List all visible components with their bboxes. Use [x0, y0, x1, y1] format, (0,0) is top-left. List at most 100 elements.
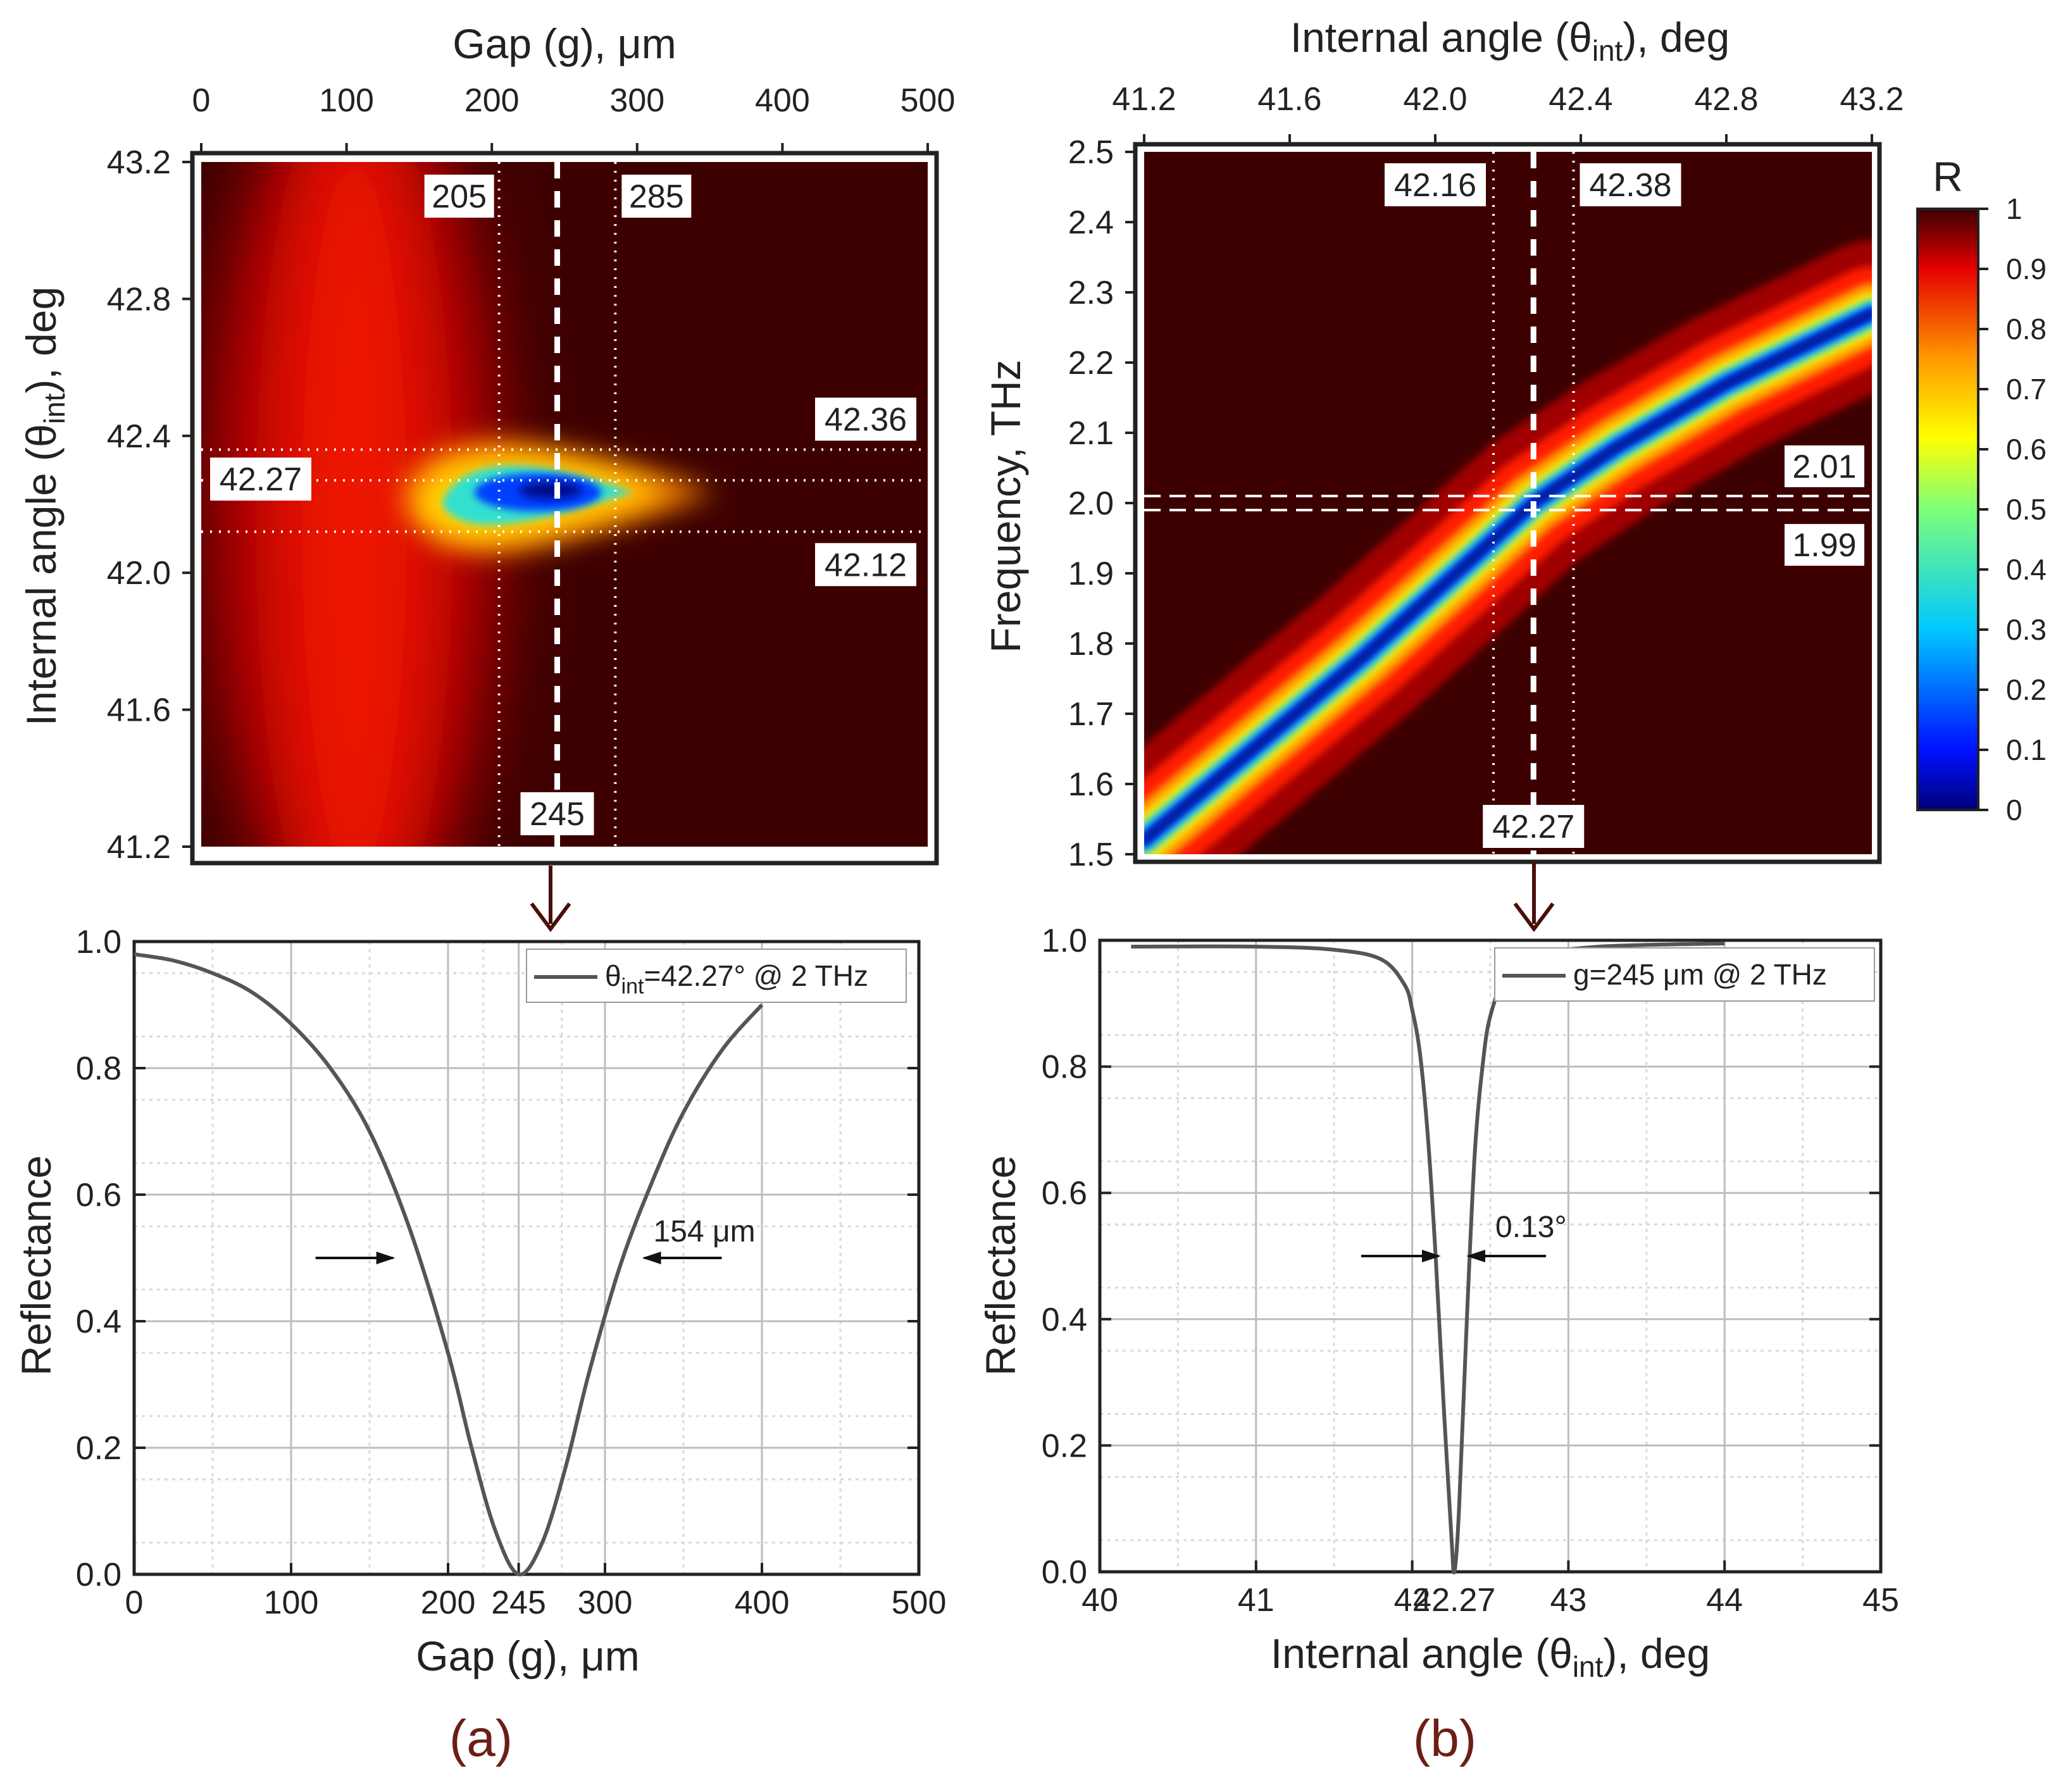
heatmap-b-label-lower-freq: 1.99 — [1792, 527, 1856, 564]
heatmap-b-label-center-angle: 42.27 — [1492, 809, 1574, 845]
colorbar-tick-label: 0.1 — [2006, 733, 2047, 766]
heatmap-b-ytick-label: 2.0 — [1068, 485, 1114, 522]
heatmap-b: 42.16 42.38 42.27 2.01 1.99 41.2 41.6 42.0 42.4… — [982, 14, 1904, 873]
line-plot-b-fwhm-label: 0.13° — [1495, 1210, 1567, 1244]
heatmap-b-xtick-label: 42.0 — [1403, 81, 1467, 118]
panel-label-a: (a) — [449, 1710, 513, 1767]
heatmap-b-label-lower-freq-box — [1785, 524, 1864, 566]
line-plot-a-content: 0 100 200 245 300 400 500 0.0 0.2 0.4 0.6 0.8 1.0 θin… — [76, 924, 947, 1621]
heatmap-b-ytick-label: 2.1 — [1068, 415, 1114, 452]
arrow-a-head — [530, 902, 571, 932]
colorbar-tick-label: 0.5 — [2006, 493, 2047, 526]
heatmap-a-xtick-label: 200 — [464, 82, 520, 119]
heatmap-a-label-upper-angle: 42.36 — [825, 401, 907, 438]
line-plot-b-ytick-label: 0.4 — [1042, 1302, 1087, 1338]
heatmap-a-ytick-label: 41.6 — [107, 692, 171, 729]
line-plot-b-xtick-label: 41 — [1238, 1582, 1275, 1619]
line-plot-a-ytick-label: 0.8 — [76, 1050, 122, 1087]
line-plot-b-xtick-label: 40 — [1081, 1582, 1118, 1619]
colorbar-tick-label: 0.4 — [2006, 553, 2047, 586]
heatmap-b-ytick-label: 1.5 — [1068, 837, 1114, 873]
line-plot-a-xtick-label: 200 — [421, 1584, 476, 1621]
line-plot-b-ytick-label: 0.0 — [1042, 1554, 1087, 1591]
heatmap-b-xtick-label: 42.8 — [1694, 81, 1758, 118]
line-plot-a-curve — [134, 952, 764, 1577]
heatmap-b-ytick-label: 1.9 — [1068, 556, 1114, 592]
heatmap-b-xtick-label: 42.4 — [1549, 81, 1612, 118]
heatmap-a-frame — [190, 151, 939, 866]
heatmap-a-xtick-label: 500 — [901, 82, 956, 119]
line-plot-b-ytick-label: 0.2 — [1042, 1428, 1087, 1464]
heatmap-b-markers: 42.16 42.38 42.27 2.01 1.99 — [1144, 152, 1872, 854]
heatmap-b-ytick-label: 2.5 — [1068, 134, 1114, 171]
line-plot-b-xlabel: Internal angle (θint), deg — [1271, 1630, 1710, 1683]
heatmap-b-xtick-label: 41.2 — [1112, 81, 1176, 118]
line-plot-a-xtick-label: 300 — [578, 1584, 633, 1621]
heatmap-b-label-right-angle: 42.38 — [1589, 167, 1671, 204]
heatmap-b-xtick-label: 41.6 — [1257, 81, 1321, 118]
heatmap-b-ytick-label: 2.4 — [1068, 204, 1114, 241]
line-plot-b-xtick-label: 42 — [1394, 1582, 1431, 1619]
heatmap-a-ylabel: Internal angle (θint), deg — [18, 287, 71, 726]
line-plot-a-xtick-label: 100 — [264, 1584, 319, 1621]
line-plot-b-ylabel: Reflectance — [977, 1155, 1024, 1376]
heatmap-a-xtick-label: 100 — [319, 82, 374, 119]
line-plot-b-xtick-label: 42.27 — [1413, 1582, 1495, 1619]
line-plot-a-xlabel: Gap (g), μm — [416, 1633, 639, 1679]
line-plot-a-xtick-label: 0 — [125, 1584, 144, 1621]
line-plot-b-ytick-label: 0.8 — [1042, 1049, 1087, 1086]
heatmap-a-label-center-angle: 42.27 — [220, 461, 302, 498]
heatmap-a-field — [201, 162, 928, 847]
line-plot-a-ytick-label: 1.0 — [76, 924, 122, 961]
heatmap-a-label-center-angle-box — [210, 457, 311, 501]
heatmap-a-label-left-gap: 205 — [432, 178, 487, 215]
heatmap-a-label-lower-angle-box — [815, 543, 916, 587]
colorbar-gradient — [1916, 208, 1979, 811]
heatmap-b-label-left-angle: 42.16 — [1394, 167, 1476, 204]
heatmap-b-label-upper-freq: 2.01 — [1792, 449, 1856, 485]
heatmap-a-ytick-label: 42.0 — [107, 555, 171, 592]
line-plot-a-fwhm-arrowhead-right — [642, 1252, 661, 1264]
colorbar-tick-label: 0.2 — [2006, 673, 2047, 706]
heatmap-b-label-right-angle-box — [1580, 163, 1681, 206]
heatmap-b-ytick-label: 1.8 — [1068, 626, 1114, 663]
line-plot-b-ytick-label: 1.0 — [1042, 923, 1087, 959]
heatmap-a-ytick-label: 42.4 — [107, 418, 171, 455]
heatmap-a-ytick-label: 43.2 — [107, 144, 171, 181]
heatmap-a-xlabel: Gap (g), μm — [452, 20, 676, 67]
heatmap-b-label-center-angle-box — [1483, 805, 1585, 848]
heatmap-a-ytick-label: 41.2 — [107, 829, 171, 866]
heatmap-a-markers: 205 285 245 42.36 42.27 42.12 — [201, 162, 928, 847]
line-plot-a-legend-label: θint=42.27° @ 2 THz — [605, 959, 868, 999]
colorbar-tick-label: 0.7 — [2006, 373, 2047, 406]
colorbar-tick-label: 0 — [2006, 793, 2022, 826]
colorbar: R 0 0.1 0.2 0.3 0.4 0.5 0.6 0.7 0.8 0.9 1 — [1916, 153, 2047, 826]
arrow-b-head — [1513, 902, 1555, 932]
line-plot-b-xtick-label: 43 — [1550, 1582, 1586, 1619]
heatmap-a-axes: 0 100 200 300 400 500 41.2 41.6 42.0 42.4 42.8 43.2 — [107, 82, 956, 866]
heatmap-b-ytick-label: 1.7 — [1068, 696, 1114, 733]
line-plot-a-ylabel: Reflectance — [13, 1155, 59, 1376]
heatmap-a-label-lower-angle: 42.12 — [825, 547, 907, 583]
colorbar-tick-label: 0.6 — [2006, 433, 2047, 466]
line-plot-b-ytick-label: 0.6 — [1042, 1175, 1087, 1212]
heatmap-b-field — [1144, 152, 1872, 854]
heatmap-b-ylabel: Frequency, THz — [982, 359, 1029, 652]
colorbar-tick-label: 0.9 — [2006, 252, 2047, 285]
heatmap-a-label-left-gap-box — [424, 175, 494, 218]
heatmap-b-ytick-label: 1.6 — [1068, 766, 1114, 803]
heatmap-a-xtick-label: 300 — [609, 82, 664, 119]
heatmap-a-label-center-gap: 245 — [530, 796, 585, 833]
heatmap-b-axes: 41.2 41.6 42.0 42.4 42.8 43.2 1.5 1.6 1.7 1.8 1.9 2… — [1068, 81, 1904, 873]
line-plot-a: 0 100 200 245 300 400 500 0.0 0.2 0.4 0.6 0.8 1.0 θin… — [13, 924, 946, 1679]
heatmap-a: 205 285 245 42.36 42.27 42.12 0 100 200 300 400 50… — [18, 20, 956, 866]
line-plot-a-fwhm-arrowhead-left — [376, 1252, 396, 1264]
heatmap-a-xtick-label: 400 — [755, 82, 810, 119]
line-plot-a-xtick-label: 245 — [491, 1584, 546, 1621]
line-plot-a-ytick-label: 0.4 — [76, 1304, 122, 1340]
line-plot-b-frame — [1098, 938, 1883, 1574]
heatmap-b-xlabel: Internal angle (θint), deg — [1290, 14, 1730, 67]
colorbar-title: R — [1933, 153, 1963, 200]
